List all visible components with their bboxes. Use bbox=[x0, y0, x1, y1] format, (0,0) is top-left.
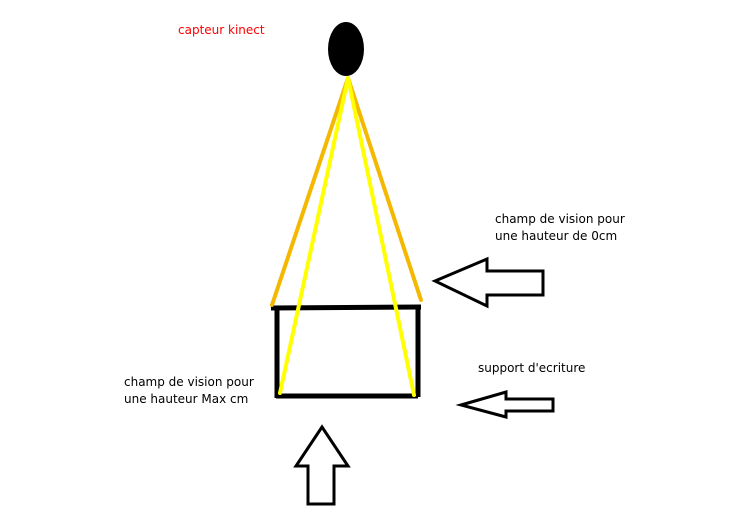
field-max-label-line-1: champ de vision pour bbox=[124, 375, 254, 389]
support-label: support d'ecriture bbox=[478, 361, 586, 375]
up-arrow-icon bbox=[293, 424, 351, 506]
ray-max-right bbox=[346, 76, 416, 397]
ray-0cm-right bbox=[346, 76, 423, 302]
field-top-label-line-2: une hauteur de 0cm bbox=[495, 229, 618, 243]
field-top-label-line-1: champ de vision pour bbox=[495, 212, 625, 226]
ray-0cm-left bbox=[270, 76, 350, 307]
field-max-label: champ de vision pour une hauteur Max cm bbox=[124, 374, 254, 408]
left-arrow-icon-support bbox=[455, 390, 555, 419]
field-top-label: champ de vision pour une hauteur de 0cm bbox=[495, 211, 625, 245]
sensor-label: capteur kinect bbox=[178, 23, 265, 37]
ray-max-left bbox=[278, 76, 350, 395]
field-of-view-rays-max bbox=[278, 76, 416, 397]
kinect-sensor-icon bbox=[328, 22, 364, 76]
left-arrow-icon-field-top bbox=[431, 256, 545, 309]
field-of-view-rays-0cm bbox=[270, 76, 423, 307]
field-max-label-line-2: une hauteur Max cm bbox=[124, 392, 249, 406]
